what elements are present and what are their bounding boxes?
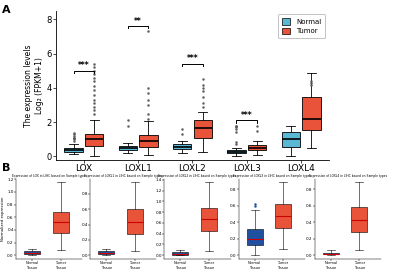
PathPatch shape <box>247 229 263 245</box>
PathPatch shape <box>194 121 212 138</box>
Legend: Normal, Tumor: Normal, Tumor <box>278 14 325 38</box>
Text: ***: *** <box>187 54 198 63</box>
Text: ***: *** <box>78 61 90 70</box>
Y-axis label: Normalized expression: Normalized expression <box>1 196 5 241</box>
PathPatch shape <box>172 252 188 255</box>
Title: Expression of LOXL2 in LIHC based on Sample types: Expression of LOXL2 in LIHC based on Sam… <box>158 174 237 178</box>
Title: Expression of LOXL4 in LIHC based on Sample types: Expression of LOXL4 in LIHC based on Sam… <box>309 174 387 178</box>
Title: Expression of LOXL3 in LIHC based on Sample types: Expression of LOXL3 in LIHC based on Sam… <box>233 174 311 178</box>
PathPatch shape <box>64 148 83 152</box>
PathPatch shape <box>248 145 266 150</box>
Text: A: A <box>2 5 11 15</box>
Y-axis label: The expression levels
Log₂ (FPKM+1): The expression levels Log₂ (FPKM+1) <box>24 44 44 127</box>
PathPatch shape <box>351 207 367 232</box>
Title: Expression of LOXL1 in LIHC based on Sample types: Expression of LOXL1 in LIHC based on Sam… <box>84 174 162 178</box>
Text: ***: *** <box>241 111 253 120</box>
PathPatch shape <box>282 132 300 147</box>
PathPatch shape <box>302 96 321 130</box>
PathPatch shape <box>119 146 137 150</box>
PathPatch shape <box>98 251 114 254</box>
Title: Expression of LOX in LIHC based on Sample types: Expression of LOX in LIHC based on Sampl… <box>12 174 87 178</box>
PathPatch shape <box>127 209 143 234</box>
PathPatch shape <box>53 212 69 233</box>
PathPatch shape <box>139 135 158 147</box>
PathPatch shape <box>173 144 191 149</box>
PathPatch shape <box>275 204 291 228</box>
Text: **: ** <box>134 17 142 25</box>
Text: ***: *** <box>295 17 307 25</box>
PathPatch shape <box>85 134 103 146</box>
PathPatch shape <box>227 150 246 153</box>
PathPatch shape <box>323 253 339 254</box>
PathPatch shape <box>201 208 217 231</box>
PathPatch shape <box>24 251 40 254</box>
Text: B: B <box>2 163 10 173</box>
